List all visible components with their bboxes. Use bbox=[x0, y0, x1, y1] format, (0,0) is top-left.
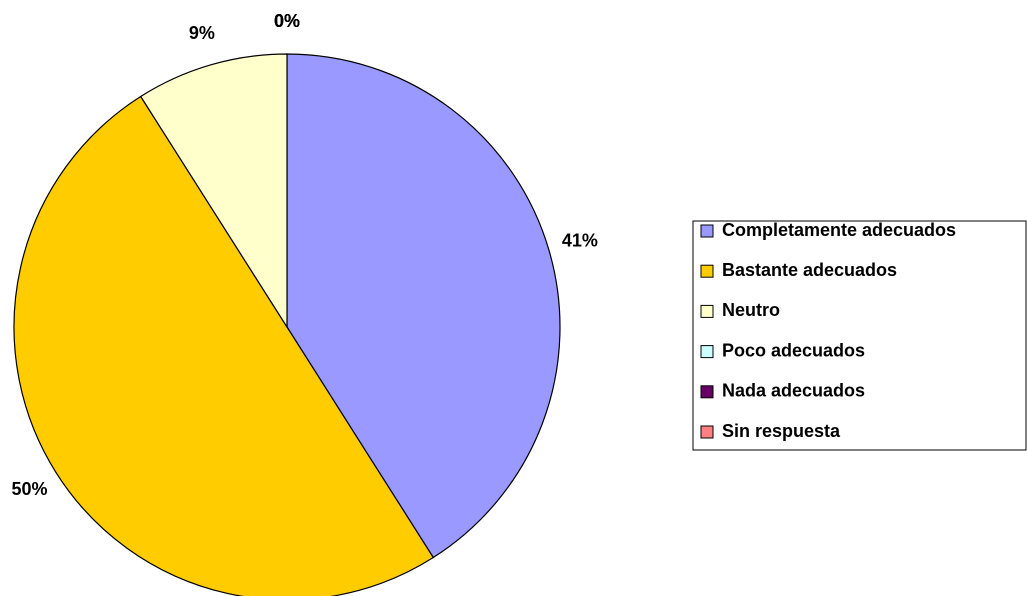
legend-swatch bbox=[700, 425, 714, 439]
legend-label: Nada adecuados bbox=[722, 381, 865, 401]
data-label: 50% bbox=[11, 479, 47, 499]
data-label: 0% bbox=[274, 11, 300, 31]
legend-swatch bbox=[700, 224, 714, 238]
legend-label: Sin respuesta bbox=[722, 421, 841, 441]
data-label: 0% bbox=[274, 11, 300, 31]
legend-swatch bbox=[700, 304, 714, 318]
pie-slice bbox=[286, 53, 561, 559]
legend-swatch bbox=[700, 264, 714, 278]
legend-label: Poco adecuados bbox=[722, 340, 865, 360]
legend-label: Bastante adecuados bbox=[722, 260, 897, 280]
data-label: 9% bbox=[189, 23, 215, 43]
pie-slice bbox=[139, 53, 288, 330]
legend-box bbox=[692, 220, 1027, 451]
legend-swatch bbox=[700, 385, 714, 399]
data-label: 41% bbox=[562, 231, 598, 251]
legend-label: Neutro bbox=[722, 300, 780, 320]
legend-label: Completamente adecuados bbox=[722, 220, 956, 240]
data-label: 0% bbox=[274, 11, 300, 31]
legend-swatch bbox=[700, 345, 714, 359]
pie-slice bbox=[13, 95, 435, 596]
